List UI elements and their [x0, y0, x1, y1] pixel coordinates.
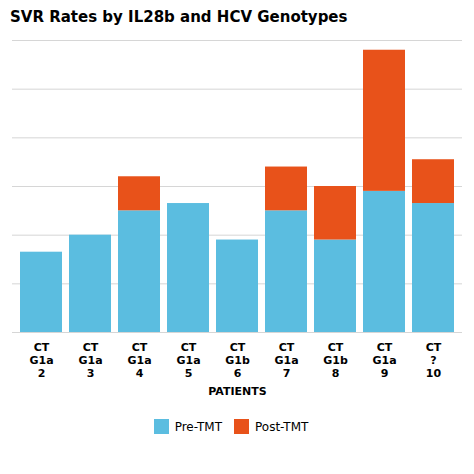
- svg-text:CTG1a5: CTG1a5: [176, 341, 200, 380]
- svg-text:CTG1b8: CTG1b8: [323, 341, 348, 380]
- html-text:SVR Rates by IL28b and HCV Gen: SVR Rates by IL28b and HCV Genotypes: [10, 8, 348, 26]
- svg-text:CTG1a9: CTG1a9: [372, 341, 396, 380]
- svg-text:CTG1a3: CTG1a3: [78, 341, 102, 380]
- svg-text:CTG1a2: CTG1a2: [29, 341, 53, 380]
- html-text:Pre-TMT: Pre-TMT: [174, 419, 222, 434]
- svg-text:CTG1a7: CTG1a7: [274, 341, 298, 380]
- html-text:Post-TMT: Post-TMT: [255, 419, 309, 434]
- svg-text:CTG1b6: CTG1b6: [225, 341, 250, 380]
- svg-text:CTG1a4: CTG1a4: [127, 341, 151, 380]
- svg-text:PATIENTS: PATIENTS: [208, 385, 267, 398]
- svg-text:CT?10: CT?10: [426, 341, 442, 380]
